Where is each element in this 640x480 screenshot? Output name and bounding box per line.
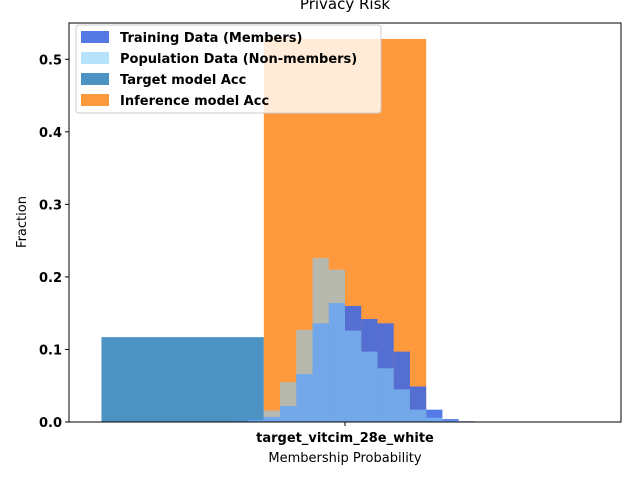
y-tick-label: 0.1 bbox=[39, 343, 62, 358]
non-members-histogram-bin bbox=[361, 351, 378, 422]
legend-swatch bbox=[81, 31, 109, 43]
y-tick-label: 0.2 bbox=[39, 271, 62, 286]
legend-swatch bbox=[81, 73, 109, 85]
legend-label: Training Data (Members) bbox=[120, 31, 302, 46]
y-tick-label: 0.0 bbox=[39, 416, 62, 431]
chart-title: Privacy Risk bbox=[300, 0, 390, 13]
y-axis-ticks: 0.0 0.1 0.2 0.3 0.4 0.5 bbox=[39, 53, 69, 431]
non-members-histogram-bin bbox=[280, 382, 297, 422]
y-axis-label: Fraction bbox=[15, 196, 30, 248]
non-members-histogram-bin bbox=[296, 329, 313, 422]
non-members-histogram-bin bbox=[409, 409, 427, 422]
x-axis-ticks: target_vitcim_28e_white bbox=[256, 422, 434, 446]
target-model-acc-bar bbox=[101, 337, 264, 422]
y-tick-label: 0.4 bbox=[39, 126, 62, 141]
x-axis-label: Membership Probability bbox=[268, 451, 422, 466]
legend-label: Target model Acc bbox=[120, 73, 246, 88]
non-members-histogram-bin bbox=[312, 258, 329, 422]
non-members-histogram-bin bbox=[377, 368, 394, 422]
non-members-histogram-bin bbox=[442, 420, 459, 422]
y-tick-label: 0.5 bbox=[39, 53, 62, 68]
non-members-histogram-bin bbox=[328, 269, 345, 422]
legend-label: Inference model Acc bbox=[120, 94, 269, 109]
legend-swatch bbox=[81, 52, 109, 64]
x-tick-label: target_vitcim_28e_white bbox=[256, 431, 434, 446]
legend-box bbox=[75, 24, 382, 114]
y-tick-label: 0.3 bbox=[39, 198, 62, 213]
legend: Training Data (Members) Population Data (… bbox=[75, 24, 382, 114]
non-members-histogram-bin bbox=[393, 389, 410, 422]
non-members-histogram-bin bbox=[247, 419, 264, 422]
members-histogram-bin bbox=[442, 419, 459, 422]
legend-swatch bbox=[81, 94, 109, 106]
legend-label: Population Data (Non-members) bbox=[120, 52, 357, 67]
non-members-histogram-bin bbox=[263, 410, 281, 422]
non-members-histogram-bin bbox=[426, 417, 443, 422]
non-members-histogram-bin bbox=[345, 330, 362, 422]
